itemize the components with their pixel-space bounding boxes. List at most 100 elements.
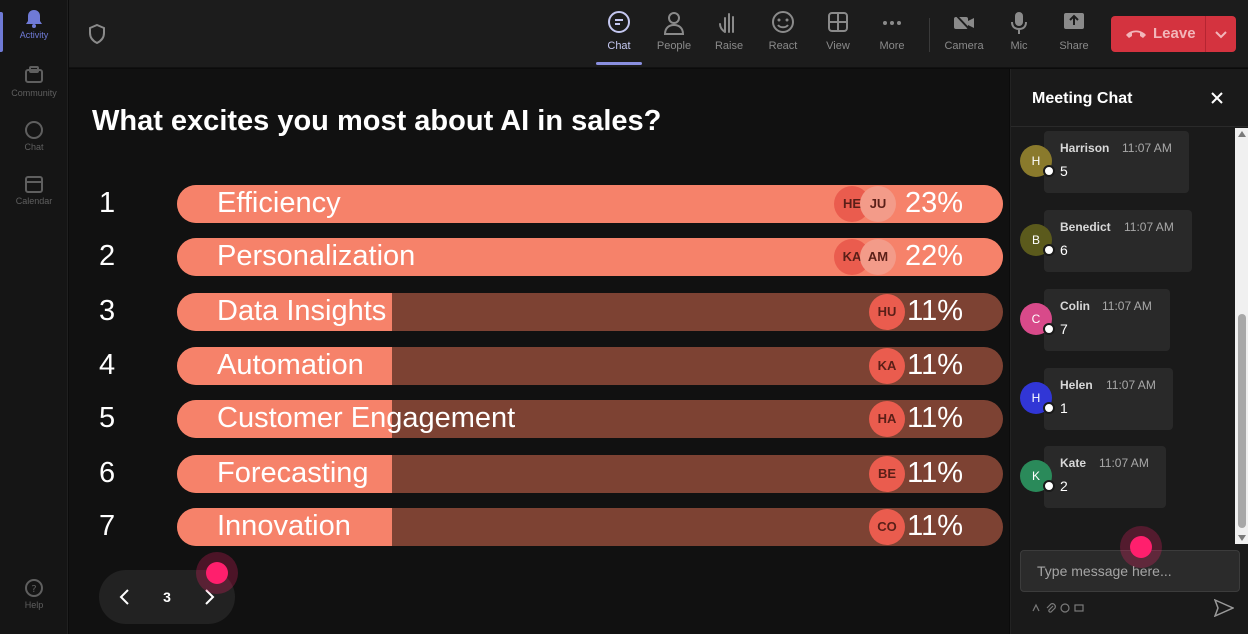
chat-icon	[608, 11, 630, 33]
toolbar-button-label: React	[768, 40, 798, 52]
chat-scrollbar[interactable]	[1235, 128, 1248, 544]
poll-option-bar: Efficiency HE JU 23%	[177, 185, 1003, 223]
chat-bubble: Kate 11:07 AM 2	[1044, 446, 1166, 508]
poll-stage: What excites you most about AI in sales?…	[69, 69, 1009, 634]
voter-avatar: HU	[869, 294, 905, 330]
toolbar-divider	[929, 18, 930, 52]
toolbar-people-button[interactable]: People	[647, 10, 701, 52]
toolbar-view-button[interactable]: View	[811, 10, 865, 52]
chat-bubble: Colin 11:07 AM 7	[1044, 289, 1170, 351]
chevron-left-icon[interactable]	[115, 587, 135, 607]
voter-avatar: KA	[869, 348, 905, 384]
people-icon	[663, 12, 685, 35]
scroll-down-icon[interactable]	[1238, 535, 1246, 541]
leave-button[interactable]: Leave	[1111, 16, 1236, 52]
voter-avatar: HA	[869, 401, 905, 437]
poll-option-row: 2 Personalization KA AM 22%	[69, 238, 1009, 276]
chat-sender-name: Harrison	[1060, 141, 1110, 155]
raise-hand-icon	[719, 13, 734, 33]
poll-option-percent: 22%	[904, 240, 963, 272]
rail-item-label: Community	[11, 88, 57, 98]
chat-timestamp: 11:07 AM	[1124, 220, 1174, 234]
chat-icon	[25, 121, 43, 139]
shield-icon[interactable]	[87, 24, 107, 44]
rail-item-community[interactable]: Community	[0, 66, 68, 98]
presence-status-icon	[1043, 244, 1055, 256]
avatar[interactable]: H	[1020, 145, 1052, 177]
rail-item-label: Activity	[19, 30, 49, 40]
voter-avatar: JU	[860, 186, 896, 222]
chat-bubble: Helen 11:07 AM 1	[1044, 368, 1173, 430]
presence-status-icon	[1043, 165, 1055, 177]
chat-sender-name: Benedict	[1060, 220, 1111, 234]
toolbar-mic-button[interactable]: Mic	[992, 10, 1046, 52]
poll-option-fill	[177, 347, 392, 385]
poll-option-row: 1 Efficiency HE JU 23%	[69, 185, 1009, 223]
chat-sender-name: Helen	[1060, 378, 1093, 392]
rail-item-label: Help	[24, 600, 44, 610]
poll-option-row: 3 Data Insights HU 11%	[69, 293, 1009, 331]
poll-option-rank: 3	[99, 295, 116, 327]
send-icon[interactable]	[1214, 599, 1234, 617]
poll-option-rank: 6	[99, 457, 116, 489]
toolbar-chat-button[interactable]: Chat	[592, 10, 646, 65]
chat-message: Helen 11:07 AM 1 H	[1011, 368, 1235, 438]
meeting-chat-panel: Meeting Chat Harrison 11:07 AM 5 H Benedict 1…	[1010, 69, 1248, 634]
poll-option-percent: 11%	[907, 295, 963, 327]
chevron-right-icon[interactable]	[199, 587, 219, 607]
emoji-icon[interactable]	[1060, 603, 1070, 613]
chat-timestamp: 11:07 AM	[1099, 456, 1149, 470]
poll-option-percent: 11%	[907, 402, 963, 434]
poll-option-label: Efficiency	[217, 187, 341, 219]
toolbar-button-label: Camera	[944, 40, 984, 52]
poll-option-label: Automation	[217, 349, 364, 381]
toolbar-share-button[interactable]: Share	[1047, 10, 1101, 52]
more-icon	[883, 21, 901, 25]
svg-text:?: ?	[31, 584, 36, 595]
gif-icon[interactable]	[1074, 603, 1084, 613]
presence-status-icon	[1043, 402, 1055, 414]
scroll-up-icon[interactable]	[1238, 131, 1246, 137]
calendar-icon	[25, 176, 43, 193]
chat-message-text: 7	[1060, 321, 1068, 337]
chat-message-input[interactable]	[1020, 550, 1240, 592]
format-icon[interactable]	[1031, 603, 1041, 613]
toolbar-button-label: View	[826, 40, 850, 52]
toolbar-camera-button[interactable]: Camera	[937, 10, 991, 52]
attach-icon[interactable]	[1046, 603, 1056, 613]
phone-hangup-icon	[1126, 30, 1146, 38]
poll-option-bar: Automation KA 11%	[177, 347, 1003, 385]
rail-item-help[interactable]: ? Help	[0, 578, 68, 610]
rail-item-label: Calendar	[15, 196, 53, 206]
poll-option-bar: Personalization KA AM 22%	[177, 238, 1003, 276]
chat-message-text: 1	[1060, 400, 1068, 416]
poll-option-fill	[177, 293, 392, 331]
toolbar-button-label: Raise	[714, 40, 744, 52]
toolbar-button-label: Share	[1059, 40, 1089, 52]
poll-option-bar: Innovation CO 11%	[177, 508, 1003, 546]
chat-message: Benedict 11:07 AM 6 B	[1011, 210, 1235, 280]
cursor-indicator	[1130, 536, 1152, 558]
presence-status-icon	[1043, 323, 1055, 335]
chat-bubble: Harrison 11:07 AM 5	[1044, 131, 1189, 193]
poll-option-label: Innovation	[217, 510, 351, 542]
rail-item-chat[interactable]: Chat	[0, 120, 68, 152]
poll-option-bar: Data Insights HU 11%	[177, 293, 1003, 331]
rail-item-label: Chat	[24, 142, 44, 152]
chat-title: Meeting Chat	[1032, 90, 1133, 107]
poll-option-row: 5 Customer Engagement HA 11%	[69, 400, 1009, 438]
rail-item-activity[interactable]: Activity	[0, 8, 68, 52]
toolbar-react-button[interactable]: React	[756, 10, 810, 52]
poll-option-percent: 11%	[907, 349, 963, 381]
chat-message-text: 6	[1060, 242, 1068, 258]
scrollbar-thumb[interactable]	[1238, 314, 1246, 528]
toolbar-more-button[interactable]: More	[865, 10, 919, 52]
toolbar-raise-button[interactable]: Raise	[702, 10, 756, 52]
chat-timestamp: 11:07 AM	[1122, 141, 1172, 155]
rail-item-calendar[interactable]: Calendar	[0, 174, 68, 206]
chevron-down-icon[interactable]	[1213, 26, 1229, 42]
poll-option-rank: 5	[99, 402, 116, 434]
chat-message-text: 5	[1060, 163, 1068, 179]
voter-avatar: CO	[869, 509, 905, 545]
close-icon[interactable]	[1209, 90, 1225, 106]
